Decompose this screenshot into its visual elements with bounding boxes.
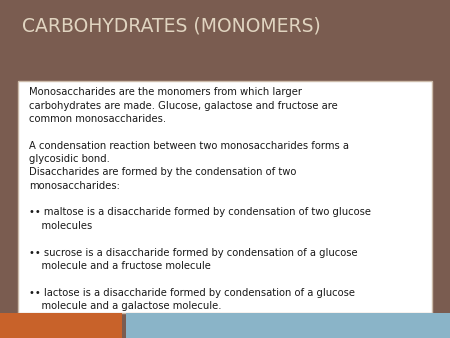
- Text: CARBOHYDRATES (MONOMERS): CARBOHYDRATES (MONOMERS): [22, 17, 321, 36]
- Bar: [0, 313, 122, 338]
- Text: Monosaccharides are the monomers from which larger
carbohydrates are made. Gluco: Monosaccharides are the monomers from wh…: [29, 87, 371, 311]
- Bar: [126, 313, 450, 338]
- FancyBboxPatch shape: [18, 81, 432, 313]
